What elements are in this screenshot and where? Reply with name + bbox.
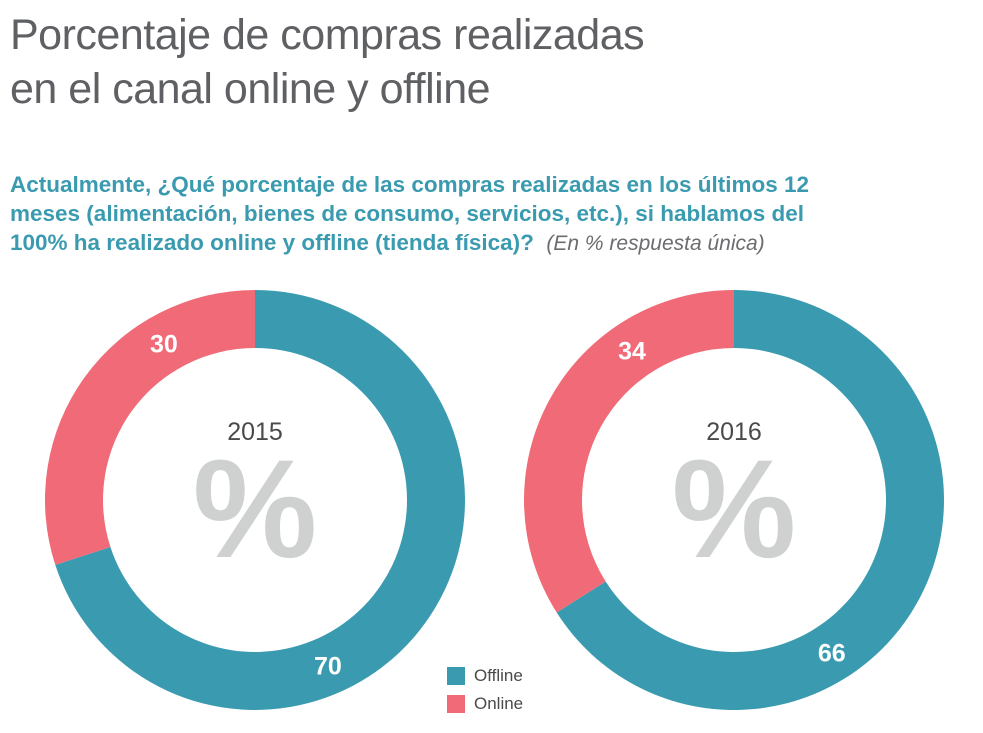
question-line-3-text: 100% ha realizado online y offline (tien… xyxy=(10,230,534,255)
donut-2015-value-online: 30 xyxy=(150,331,178,359)
donut-2016-percent-symbol: % xyxy=(672,430,796,587)
legend-item-online: Online xyxy=(447,690,523,718)
donut-2015-segment-online xyxy=(45,290,255,565)
chart-legend: Offline Online xyxy=(447,662,523,718)
legend-swatch-online xyxy=(447,695,465,713)
question-note: (En % respuesta única) xyxy=(546,232,765,255)
donut-2015-percent-symbol: % xyxy=(193,430,317,587)
title-line-1: Porcentaje de compras realizadas xyxy=(10,11,645,59)
legend-label-offline: Offline xyxy=(474,666,523,685)
donut-2016-year-label: 2016 xyxy=(706,418,762,446)
legend-label-online: Online xyxy=(474,694,524,713)
title-line-2: en el canal online y offline xyxy=(10,65,491,113)
donut-2016-segment-online xyxy=(524,290,734,613)
page-title: Porcentaje de compras realizadas en el c… xyxy=(10,8,970,116)
donut-2015-value-offline: 70 xyxy=(314,653,342,681)
donut-2015-year-label: 2015 xyxy=(227,418,283,446)
donut-2016-value-offline: 66 xyxy=(818,639,846,667)
legend-swatch-offline xyxy=(447,667,465,685)
donut-2016-value-online: 34 xyxy=(618,337,646,365)
question-line-1: Actualmente, ¿Qué porcentaje de las comp… xyxy=(10,172,810,197)
question-line-2: meses (alimentación, bienes de consumo, … xyxy=(10,201,805,226)
donut-2016-segment-offline xyxy=(556,290,944,711)
question-line-3: 100% ha realizado online y offline (tien… xyxy=(10,228,960,258)
survey-question: Actualmente, ¿Qué porcentaje de las comp… xyxy=(10,170,960,258)
legend-item-offline: Offline xyxy=(447,662,523,690)
